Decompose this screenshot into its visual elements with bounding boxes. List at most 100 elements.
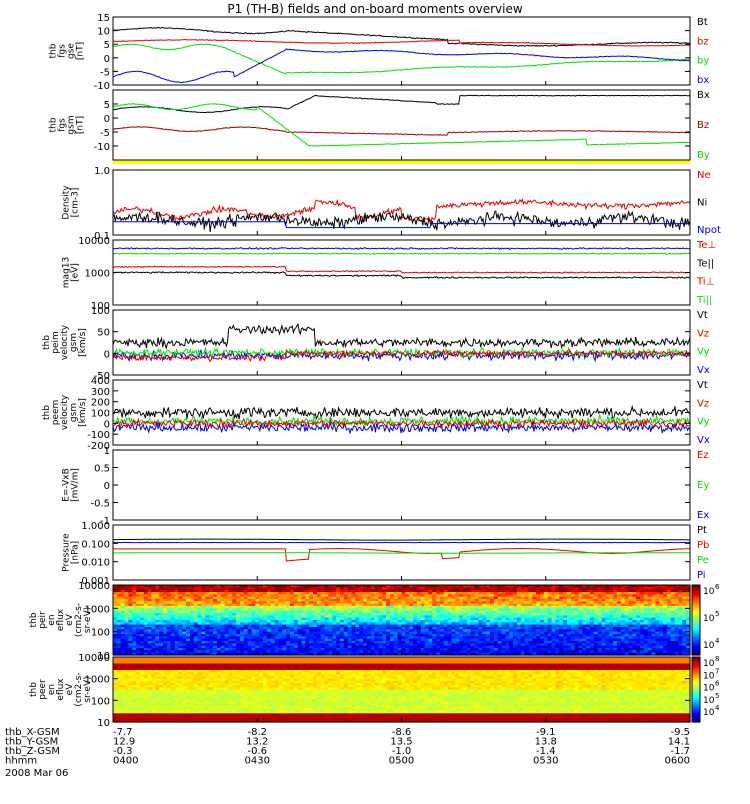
legend-entry: Ti|| (696, 295, 712, 306)
legend-entry: bz (697, 36, 709, 47)
ylabel-line: [nT] (76, 42, 86, 60)
ytick-label: 400 (91, 376, 110, 387)
ytick-label: -10 (94, 81, 110, 92)
legend-entry: Pe (697, 555, 709, 566)
legend-entry: Pi (697, 570, 706, 581)
ytick-label: 100 (91, 306, 110, 317)
legend-entry: Vz (697, 328, 709, 339)
legend-entry: Pt (697, 525, 707, 536)
legend-entry: Vx (697, 435, 710, 446)
colorbar-tick-exp: 6 (715, 583, 720, 591)
legend-entry: Vy (697, 347, 710, 358)
legend-entry: Ti⊥ (696, 277, 714, 288)
ytick-label: 1 (104, 446, 110, 457)
legend-entry: Vy (697, 417, 710, 428)
ytick-label: 0 (104, 481, 110, 492)
ytick-label: 0 (104, 419, 110, 430)
series-line-1 (113, 40, 690, 47)
ylabel: mag13[eV] (62, 257, 81, 288)
legend-entry: Te|| (696, 258, 714, 269)
series-line-2 (113, 44, 690, 74)
legend-entry: Vx (697, 365, 710, 376)
ytick-label: 5 (104, 100, 110, 111)
series-line-0 (113, 95, 690, 113)
ytick-label: 0 (104, 114, 110, 125)
ytick-label: -0.5 (90, 499, 110, 510)
ylabel: Density[cm-3] (62, 185, 81, 220)
legend-entry: Bt (697, 17, 708, 28)
legend-entry: Vt (697, 310, 708, 321)
legend-entry: Pb (697, 540, 709, 551)
ylabel-line: [eV] (71, 263, 81, 282)
series-line-0 (113, 324, 690, 348)
series-line-0 (113, 406, 690, 419)
legend-entry: Ni (697, 198, 707, 209)
colorbar-tick-exp: 4 (715, 637, 720, 645)
legend-entry: By (697, 150, 710, 161)
colorbar-tick-label: 10 (703, 587, 715, 597)
ytick-label: 0 (104, 349, 110, 360)
legend-entry: Ne (697, 170, 711, 181)
ytick-label: 0 (104, 54, 110, 65)
ylabel-line: [km/s] (78, 328, 88, 357)
ytick-label: 200 (91, 398, 110, 409)
legend-entry: Vt (697, 380, 708, 391)
series-line-2 (113, 549, 690, 561)
series-line-0 (113, 27, 690, 46)
ytick-label: 100 (91, 628, 110, 639)
ytick-label: -5 (100, 128, 110, 139)
ytick-label: 0.010 (81, 558, 110, 569)
ytick-label: 100 (91, 409, 110, 420)
ytick-label: 5 (104, 40, 110, 51)
legend-entry: Ey (697, 480, 709, 491)
series-line-1 (113, 253, 690, 254)
panel-frame (113, 170, 690, 235)
ylabel-line: [mV/m] (71, 468, 81, 502)
colorbar-tick-label: 10 (703, 641, 715, 651)
ylabel-line: [km/s] (78, 398, 88, 427)
yellow-bar (113, 160, 690, 164)
ylabel-line: [nT] (76, 116, 86, 134)
ytick-label: -5 (100, 67, 110, 78)
ytick-label: 15 (97, 13, 110, 24)
ytick-label: 300 (91, 387, 110, 398)
ytick-label: 0.100 (81, 539, 110, 550)
legend-entry: Ez (697, 450, 709, 461)
colorbar-tick-exp: 5 (715, 610, 719, 618)
legend-entry: Bz (697, 120, 709, 131)
legend-entry: bx (697, 75, 709, 86)
ytick-label: -100 (87, 430, 110, 441)
series-line-3 (113, 49, 690, 83)
colorbar-tick-label: 10 (703, 614, 715, 624)
ytick-label: 10 (97, 27, 110, 38)
series-line-2 (113, 222, 690, 228)
ytick-label: 1000 (85, 604, 110, 615)
ytick-label: 50 (97, 328, 110, 339)
series-line-0 (113, 539, 690, 540)
series-line-3 (113, 553, 690, 554)
ytick-label: 1.000 (81, 521, 110, 532)
panel-frame (113, 450, 690, 520)
series-line-2 (113, 104, 690, 147)
legend-entry: Te⊥ (696, 240, 716, 251)
series-line-1 (113, 127, 690, 136)
series-line-0 (113, 248, 690, 250)
ylabel: E=-VxB[mV/m] (62, 468, 81, 502)
legend-entry: Bx (697, 90, 710, 101)
ytick-label: 1.0 (94, 166, 110, 177)
